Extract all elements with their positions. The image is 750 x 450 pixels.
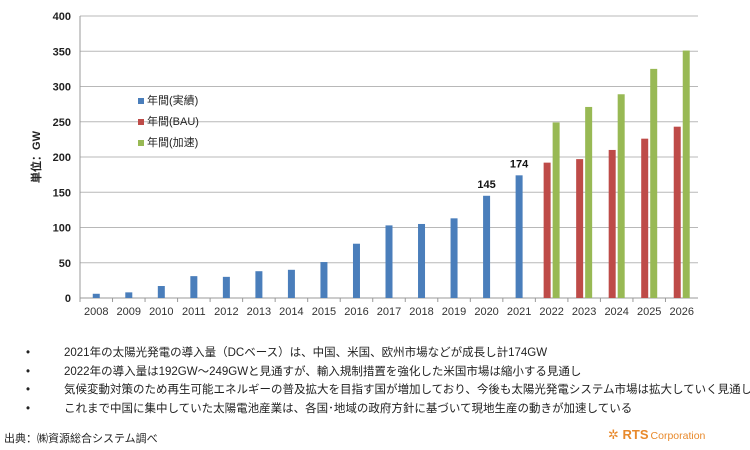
x-tick-label: 2024: [604, 306, 628, 318]
y-axis-label: 単位：GW: [29, 130, 43, 183]
x-tick-label: 2023: [572, 306, 596, 318]
y-tick-label: 300: [53, 82, 71, 94]
legend-swatch: [138, 119, 144, 125]
bar-2011-0: [190, 276, 198, 298]
x-tick-label: 2017: [377, 306, 401, 318]
note-item: • 気候変動対策のため再生可能エネルギーの普及拡大を目指す国が増加しており、今後も…: [26, 381, 750, 400]
x-tick-label: 2009: [117, 306, 141, 318]
bar-2021-0: [515, 175, 523, 298]
logo-brand: RTS: [622, 427, 649, 442]
legend-label: 年間(加速): [147, 135, 198, 149]
bar-2009-0: [125, 292, 133, 298]
data-label: 145: [477, 179, 495, 191]
bullet: •: [26, 365, 31, 378]
bar-2025-1: [650, 68, 658, 298]
bar-2025-0: [641, 138, 649, 298]
x-tick-label: 2025: [637, 306, 661, 318]
bar-2019-0: [450, 218, 458, 298]
x-tick-label: 2026: [669, 306, 693, 318]
x-tick-label: 2010: [149, 306, 173, 318]
note-text: 2022年の導入量は192GW～249GWと見通すが、輸入規制措置を強化した米国…: [64, 365, 582, 378]
x-tick-label: 2013: [247, 306, 271, 318]
bar-2010-0: [157, 286, 165, 298]
bullet: •: [26, 347, 31, 359]
y-tick-label: 400: [53, 11, 71, 23]
note-item: • これまで中国に集中していた太陽電池産業は、各国･地域の政府方針に基づいて現地生…: [26, 400, 750, 419]
legend-swatch: [138, 98, 144, 104]
x-tick-label: 2015: [312, 306, 336, 318]
x-tick-label: 2012: [214, 306, 238, 318]
bullet: •: [26, 384, 31, 396]
data-label: 174: [510, 158, 529, 170]
bar-2014-0: [287, 269, 295, 298]
bar-2023-0: [576, 159, 584, 298]
x-tick-label: 2014: [279, 306, 303, 318]
y-tick-label: 250: [53, 117, 71, 129]
bullet: •: [26, 402, 31, 415]
x-tick-label: 2011: [182, 306, 206, 318]
legend-label: 年間(実績): [147, 93, 198, 107]
bar-2026-0: [673, 126, 681, 298]
y-tick-label: 200: [53, 152, 71, 164]
note-text: 2021年の太陽光発電の導入量（DCベース）は、中国、米国、欧州市場などが成長し…: [64, 347, 548, 359]
legend-label: 年間(BAU): [147, 114, 199, 128]
note-item: • 2022年の導入量は192GW～249GWと見通すが、輸入規制措置を強化した米…: [26, 363, 750, 382]
source-text: 出典：㈱資源総合システム調べ: [4, 433, 158, 445]
logo-icon: ✲: [608, 427, 619, 442]
bar-chart: 0 50 100 150 200 250 300 350 400 単位：GW 2008 2009 201…: [29, 11, 698, 318]
bar-2008-0: [92, 293, 100, 298]
logo-suffix: Corporation: [650, 430, 706, 442]
x-tick-label: 2020: [474, 306, 498, 318]
bar-2022-1: [552, 122, 560, 298]
y-tick-label: 150: [53, 187, 71, 199]
x-tick-label: 2018: [409, 306, 433, 318]
bar-2024-0: [608, 149, 616, 298]
bar-2013-0: [255, 271, 263, 298]
bar-2020-0: [483, 195, 491, 298]
note-text: これまで中国に集中していた太陽電池産業は、各国･地域の政府方針に基づいて現地生産…: [64, 402, 633, 415]
notes-list: • 2021年の太陽光発電の導入量（DCベース）は、中国、米国、欧州市場などが成長…: [26, 344, 750, 418]
legend-swatch: [138, 140, 144, 146]
note-item: • 2021年の太陽光発電の導入量（DCベース）は、中国、米国、欧州市場などが成長…: [26, 344, 750, 363]
note-text: 気候変動対策のため再生可能エネルギーの普及拡大を目指す国が増加しており、今後も太…: [64, 384, 750, 396]
y-tick-label: 350: [53, 46, 71, 58]
x-tick-label: 2008: [84, 306, 108, 318]
bar-2016-0: [352, 243, 360, 298]
bar-2017-0: [385, 225, 393, 298]
x-tick-label: 2019: [442, 306, 466, 318]
bar-2026-1: [682, 50, 690, 298]
company-logo: ✲ RTS Corporation: [608, 427, 705, 443]
bar-2024-1: [617, 94, 625, 298]
bar-2012-0: [222, 276, 230, 298]
x-tick-label: 2021: [507, 306, 531, 318]
bar-2022-0: [543, 162, 551, 298]
x-tick-label: 2022: [539, 306, 563, 318]
y-tick-label: 0: [65, 293, 71, 305]
x-tick-label: 2016: [344, 306, 368, 318]
bar-2015-0: [320, 262, 328, 298]
y-tick-label: 50: [59, 258, 71, 270]
bar-2018-0: [418, 223, 426, 298]
bar-2023-1: [585, 106, 593, 298]
y-tick-label: 100: [53, 223, 71, 235]
